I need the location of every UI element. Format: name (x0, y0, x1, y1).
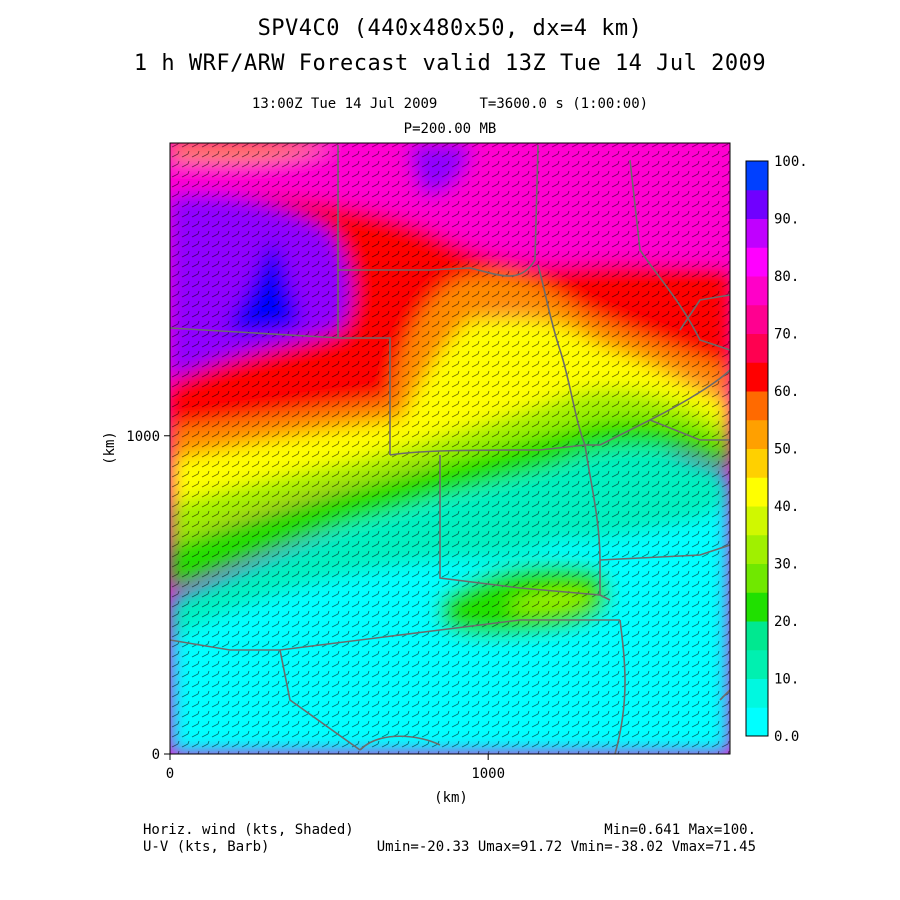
y-tick-label: 0 (152, 747, 160, 763)
x-tick-label: 1000 (471, 766, 505, 782)
colorbar: 0.0 10. 20. 30. 40. 50. 60. 70. 80. 90. 100. (745, 154, 808, 745)
valid-time-label: 13:00Z Tue 14 Jul 2009 T=3600.0 s (1:00:… (251, 96, 649, 112)
shaded-wind-field (170, 143, 730, 754)
colorbar-band (746, 534, 768, 564)
pressure-level-label: P=200.00 MB (403, 121, 497, 137)
colorbar-label: 40. (774, 499, 799, 515)
colorbar-frame (745, 160, 769, 737)
colorbar-label: 10. (774, 672, 799, 688)
colorbar-band (746, 506, 768, 536)
colorbar-band (746, 276, 768, 306)
barb-field-legend: U-V (kts, Barb) (143, 839, 270, 855)
y-axis-label: (km) (102, 431, 118, 465)
chart-subtitle: 1 h WRF/ARW Forecast valid 13Z Tue 14 Ju… (133, 51, 767, 76)
y-axis: 0 1000 (126, 429, 170, 763)
colorbar-band (746, 391, 768, 421)
colorbar-band (746, 448, 768, 478)
colorbar-label: 60. (774, 384, 799, 400)
min-max-stats: Min=0.641 Max=100. (604, 822, 756, 838)
colorbar-band (746, 477, 768, 507)
plot-frame (169, 142, 731, 755)
colorbar-label: 30. (774, 557, 799, 573)
colorbar-band (746, 247, 768, 277)
colorbar-label: 70. (774, 327, 799, 343)
colorbar-band (746, 419, 768, 449)
shaded-field-legend: Horiz. wind (kts, Shaded) (143, 822, 354, 838)
wind-barbs (170, 143, 730, 754)
colorbar-band (746, 592, 768, 622)
colorbar-band (746, 362, 768, 392)
colorbar-band (746, 304, 768, 334)
x-axis: 0 1000 (166, 754, 505, 782)
colorbar-band (746, 218, 768, 248)
colorbar-band (746, 161, 768, 191)
uv-stats: Umin=-20.33 Umax=91.72 Vmin=-38.02 Vmax=… (376, 839, 756, 855)
colorbar-band (746, 678, 768, 708)
colorbar-label: 0.0 (774, 729, 799, 745)
y-tick-label: 1000 (126, 429, 160, 445)
x-tick-label: 0 (166, 766, 174, 782)
colorbar-band (746, 707, 768, 737)
colorbar-band (746, 189, 768, 219)
colorbar-band (746, 563, 768, 593)
chart-title: SPV4C0 (440x480x50, dx=4 km) (257, 16, 643, 41)
colorbar-label: 80. (774, 269, 799, 285)
state-boundaries (170, 144, 730, 754)
colorbar-band (746, 621, 768, 651)
colorbar-label: 50. (774, 442, 799, 458)
colorbar-label: 100. (774, 154, 808, 170)
colorbar-band (746, 649, 768, 679)
colorbar-label: 90. (774, 212, 799, 228)
colorbar-label: 20. (774, 614, 799, 630)
x-axis-label: (km) (434, 790, 468, 806)
colorbar-band (746, 333, 768, 363)
